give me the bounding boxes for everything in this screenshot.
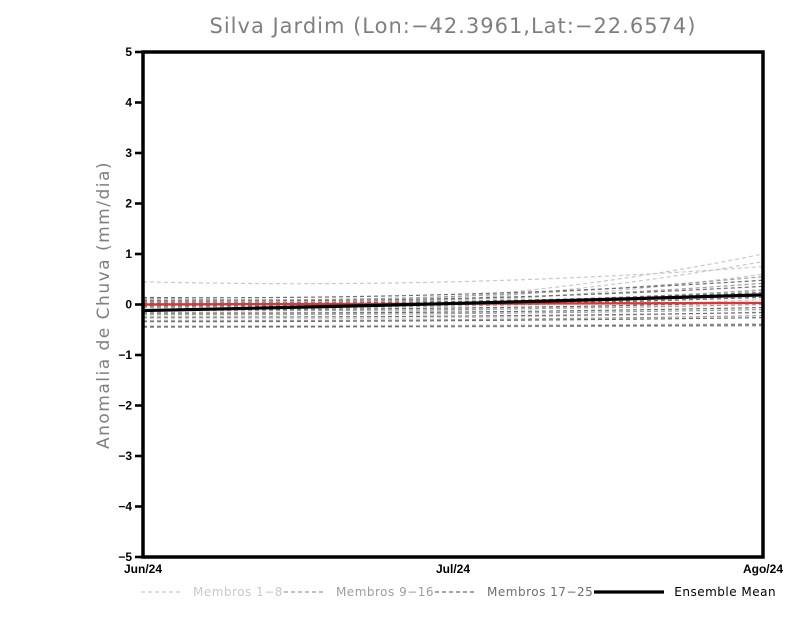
y-tick-label: −1 — [118, 348, 132, 362]
y-tick-label: 1 — [125, 247, 132, 261]
y-tick-label: −5 — [118, 550, 132, 564]
y-tick-label: 2 — [125, 197, 132, 211]
ensemble-member-line — [142, 276, 764, 301]
ensemble-member-line — [142, 303, 764, 312]
y-tick-label: −4 — [118, 500, 132, 514]
chart-title: Silva Jardim (Lon:−42.3961,Lat:−22.6574) — [209, 14, 697, 38]
ensemble-member-line — [142, 315, 764, 322]
dashed-line-swatch — [283, 591, 326, 593]
y-tick-label: 0 — [125, 298, 132, 312]
legend-label: Membros 17−25 — [487, 585, 594, 599]
x-tick-label: Ago/24 — [743, 562, 783, 576]
ensemble-member-line — [142, 279, 764, 299]
ensemble-member-line — [142, 317, 764, 323]
ensemble-member-line — [142, 308, 764, 316]
dashed-line-swatch — [141, 591, 183, 593]
y-tick-label: −2 — [118, 399, 132, 413]
y-tick-label: −3 — [118, 449, 132, 463]
x-tick-label: Jul/24 — [436, 562, 470, 576]
legend-item: Membros 9−16 — [283, 585, 434, 599]
ensemble-member-line — [142, 324, 764, 328]
legend-item: Ensemble Mean — [593, 585, 776, 599]
legend-label: Membros 1−8 — [193, 585, 283, 599]
legend-label: Membros 9−16 — [335, 585, 435, 599]
y-tick-label: 3 — [125, 146, 132, 160]
y-tick-label: 5 — [125, 45, 132, 59]
ensemble-member-line — [142, 266, 764, 285]
y-tick-label: 4 — [125, 96, 132, 110]
ensemble-member-line — [142, 323, 764, 327]
ensemble-member-line — [142, 285, 764, 302]
ensemble-member-line — [142, 282, 764, 303]
legend-item: Membros 1−8 — [140, 585, 283, 599]
legend-label: Ensemble Mean — [674, 585, 777, 599]
x-tick-label: Jun/24 — [124, 562, 162, 576]
legend: Membros 1−8 Membros 9−16 Membros 17−25 E… — [140, 585, 776, 599]
dashed-line-swatch — [435, 591, 478, 593]
ensemble-mean-line — [142, 293, 764, 313]
ensemble-member-line — [142, 311, 764, 318]
legend-item: Membros 17−25 — [434, 585, 593, 599]
ensemble-member-line — [142, 306, 764, 314]
solid-line-swatch — [594, 590, 665, 594]
